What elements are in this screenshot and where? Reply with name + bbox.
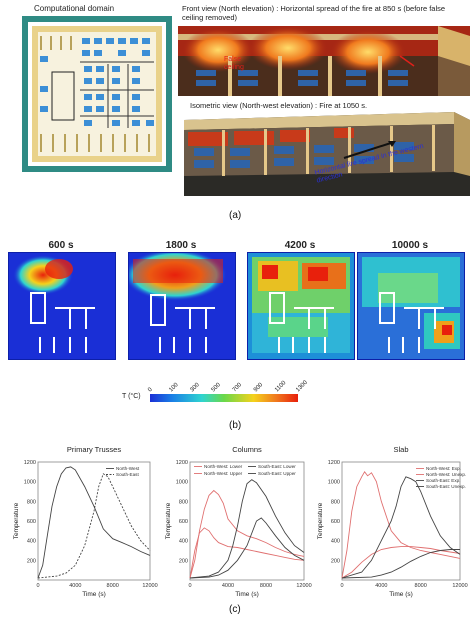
- y-tick-label: 400: [179, 539, 188, 545]
- heatmap-time-600: 600 s: [48, 240, 74, 251]
- panel-b-label: (b): [229, 420, 242, 431]
- colorbar-tick-label: 700: [232, 382, 244, 394]
- front-view-title: Front view (North elevation) : Horizonta…: [182, 4, 446, 22]
- series-line: [341, 470, 461, 579]
- panel-a-label: (a): [229, 210, 242, 221]
- x-tick-label: 12000: [296, 583, 311, 589]
- heatmap-1800s: [128, 252, 236, 360]
- x-tick-label: 8000: [415, 583, 427, 589]
- y-tick-label: 600: [27, 519, 36, 525]
- series-line: [37, 473, 151, 579]
- y-tick-label: 400: [331, 539, 340, 545]
- legend-label: South-East: [116, 472, 139, 477]
- legend-label: North-West: Exp.: [426, 466, 461, 471]
- chart-title: Primary Trusses: [67, 445, 121, 454]
- y-tick-label: 600: [331, 519, 340, 525]
- legend-label: South-East: Exp.: [426, 478, 460, 483]
- legend-label: North-West: Unexp.: [426, 472, 466, 477]
- series-line: [341, 476, 461, 579]
- y-tick-label: 800: [27, 499, 36, 505]
- colorbar-tick-label: 0: [147, 386, 154, 393]
- isometric-view-title: Isometric view (North-west elevation) : …: [190, 101, 368, 110]
- y-axis-label: Temperature: [165, 502, 172, 539]
- chart-frame: [189, 461, 305, 581]
- series-line: [341, 549, 460, 579]
- front-view-render: [178, 26, 470, 96]
- x-tick-label: 8000: [260, 583, 272, 589]
- legend-label: North-West: Lower: [204, 464, 243, 469]
- x-tick-label: 0: [340, 583, 343, 589]
- x-axis-label: Time (s): [389, 591, 413, 598]
- series-line: [341, 546, 461, 579]
- legend-label: North-West: [116, 466, 140, 471]
- chart-title: Slab: [393, 445, 408, 454]
- colorbar-ticks: 0 100 300 500 700 900 1100 1300: [144, 378, 334, 408]
- y-tick-label: 200: [179, 558, 188, 564]
- x-tick-label: 12000: [452, 583, 467, 589]
- y-tick-label: 1200: [24, 460, 36, 466]
- y-axis-label: Temperature: [317, 502, 324, 539]
- legend-label: South-East: Unexp.: [426, 484, 466, 489]
- legend-label: South-East: Lower: [258, 464, 296, 469]
- x-axis-label: Time (s): [235, 591, 259, 598]
- y-tick-label: 1200: [176, 460, 188, 466]
- x-tick-label: 0: [36, 583, 39, 589]
- colorbar-tick-label: 300: [189, 382, 201, 394]
- y-tick-label: 800: [179, 499, 188, 505]
- isometric-view-render: [184, 112, 470, 196]
- y-tick-label: 1000: [24, 480, 36, 486]
- colorbar-tick-label: 900: [253, 382, 265, 394]
- y-axis-label: Temperature: [13, 502, 20, 539]
- heatmap-4200s: [247, 252, 355, 360]
- false-ceiling-label: False ceiling: [224, 56, 244, 71]
- y-tick-label: 1200: [328, 460, 340, 466]
- y-tick-label: 1000: [328, 480, 340, 486]
- x-axis-label: Time (s): [82, 591, 106, 598]
- legend-label: North-West: Upper: [204, 471, 243, 476]
- y-tick-label: 600: [179, 519, 188, 525]
- series-line: [189, 517, 305, 579]
- computational-domain-plan: [22, 16, 172, 172]
- legend-label: South-East: Upper: [258, 471, 296, 476]
- y-tick-label: 800: [331, 499, 340, 505]
- x-tick-label: 4000: [375, 583, 387, 589]
- chart-frame: [341, 461, 461, 581]
- colorbar-label: T (°C): [122, 393, 141, 400]
- series-line: [189, 489, 305, 579]
- x-tick-label: 4000: [222, 583, 234, 589]
- line-charts: Primary Trusses 200 400 600 800 1000 1200 0 4000…: [0, 444, 474, 600]
- heatmap-10000s: [357, 252, 465, 360]
- x-tick-label: 4000: [69, 583, 81, 589]
- computational-domain-title: Computational domain: [34, 4, 115, 13]
- series-line: [37, 466, 151, 579]
- colorbar-tick-label: 1300: [295, 379, 309, 393]
- series-line: [189, 479, 305, 579]
- chart-title: Columns: [232, 445, 262, 454]
- x-tick-label: 12000: [142, 583, 157, 589]
- heatmap-time-10000: 10000 s: [391, 240, 429, 251]
- x-tick-label: 0: [188, 583, 191, 589]
- heatmap-600s: [8, 252, 116, 360]
- heatmap-time-4200: 4200 s: [284, 240, 316, 251]
- x-tick-label: 8000: [107, 583, 119, 589]
- y-tick-label: 400: [27, 539, 36, 545]
- chart-frame: [37, 461, 151, 581]
- colorbar-tick-label: 1100: [274, 380, 288, 394]
- colorbar: [150, 394, 298, 402]
- heatmap-time-1800: 1800 s: [165, 240, 197, 251]
- colorbar-tick-label: 100: [168, 382, 180, 394]
- colorbar-tick-label: 500: [211, 382, 223, 394]
- y-tick-label: 200: [331, 558, 340, 564]
- panel-c-label: (c): [229, 604, 241, 615]
- y-tick-label: 1000: [176, 480, 188, 486]
- y-tick-label: 200: [27, 558, 36, 564]
